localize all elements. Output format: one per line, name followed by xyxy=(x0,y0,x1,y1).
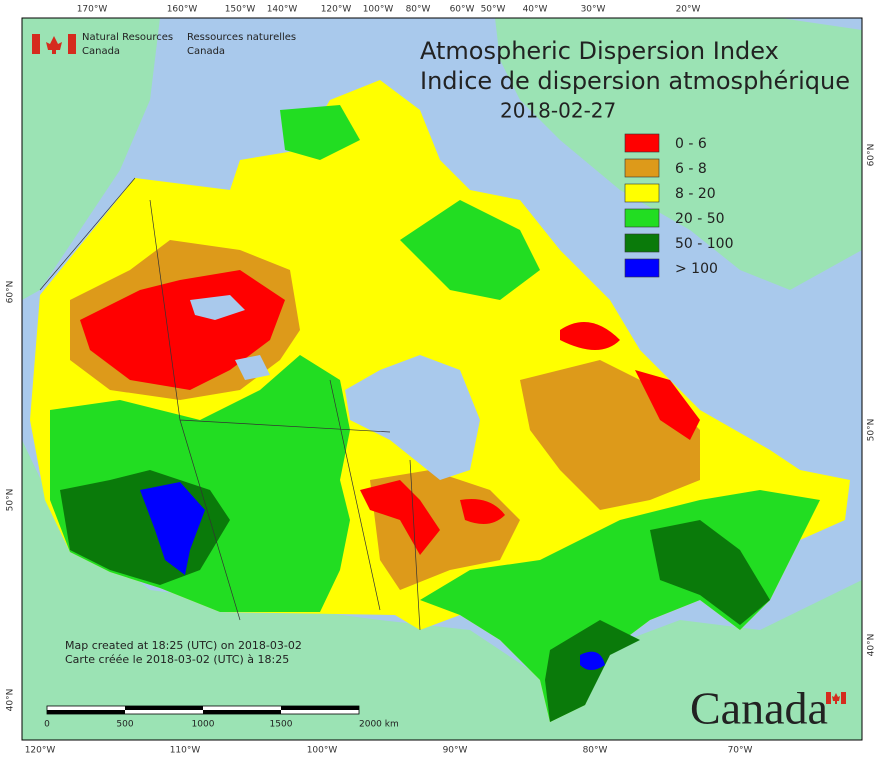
agency-logo xyxy=(32,34,76,54)
longitude-label: 80°W xyxy=(406,5,431,15)
longitude-label: 120°W xyxy=(25,746,56,756)
latitude-label: 50°N xyxy=(6,489,16,512)
map-frame xyxy=(21,17,863,741)
zone-0-6 xyxy=(460,499,505,524)
title: Indice de dispersion atmosphérique xyxy=(420,67,850,95)
zone-50-100 xyxy=(545,620,640,722)
longitude-label: 120°W xyxy=(321,5,352,15)
frame-border xyxy=(21,17,863,741)
longitude-label: 140°W xyxy=(267,5,298,15)
legend-label: 20 - 50 xyxy=(675,211,725,227)
scale-label: 0 xyxy=(44,720,50,730)
scale-segment xyxy=(47,710,125,714)
legend-swatch xyxy=(624,133,660,153)
created-note: Carte créée le 2018-03-02 (UTC) à 18:25 xyxy=(65,653,289,666)
longitude-label: 40°W xyxy=(523,5,548,15)
legend-label: 50 - 100 xyxy=(675,236,734,252)
legend: 0 - 6 6 - 8 8 - 20 20 - 50 50 - 100 > 100 xyxy=(624,133,734,278)
longitude-label: 100°W xyxy=(363,5,394,15)
legend-swatch xyxy=(624,233,660,253)
hudson-bay xyxy=(345,355,480,480)
scale-label: 1000 xyxy=(192,720,215,730)
scale-segment xyxy=(281,706,359,710)
scale-label: 500 xyxy=(116,720,133,730)
zone-over-100 xyxy=(580,651,605,670)
latitude-label: 40°N xyxy=(6,689,16,712)
date: 2018-02-27 xyxy=(500,99,616,123)
latitude-label: 50°N xyxy=(867,419,877,442)
legend-swatch xyxy=(624,158,660,178)
agency-en: Canada xyxy=(82,46,120,57)
boundaries xyxy=(39,177,421,631)
agency-en: Natural Resources xyxy=(82,32,173,43)
longitude-label: 100°W xyxy=(307,746,338,756)
greenland xyxy=(495,18,862,290)
created-note: Map created at 18:25 (UTC) on 2018-03-02 xyxy=(65,639,302,652)
flag-bar xyxy=(32,34,40,54)
zone-0-6 xyxy=(360,480,440,555)
longitude-label: 70°W xyxy=(728,746,753,756)
longitude-label: 30°W xyxy=(581,5,606,15)
legend-label: 0 - 6 xyxy=(675,136,707,152)
latitude-label: 40°N xyxy=(867,634,877,657)
legend-label: 8 - 20 xyxy=(675,186,716,202)
longitude-label: 80°W xyxy=(583,746,608,756)
scale-segment xyxy=(125,706,203,710)
latitude-label: 60°N xyxy=(867,144,877,167)
scale-bar: 0 500 1000 1500 2000 km xyxy=(44,705,399,730)
longitude-label: 20°W xyxy=(676,5,701,15)
maple-leaf xyxy=(46,36,62,54)
zone-20-50 xyxy=(280,105,360,160)
longitude-label: 110°W xyxy=(170,746,201,756)
longitude-label: 160°W xyxy=(167,5,198,15)
wordmark: Canada xyxy=(690,683,828,734)
zone-over-100 xyxy=(140,482,205,575)
zone-0-6 xyxy=(560,322,620,350)
legend-swatch xyxy=(624,208,660,228)
title: Atmospheric Dispersion Index xyxy=(420,37,779,65)
longitude-label: 50°W xyxy=(481,5,506,15)
scale-label: 1500 xyxy=(270,720,293,730)
longitude-label: 90°W xyxy=(443,746,468,756)
legend-swatch xyxy=(624,258,660,278)
latitude-label: 60°N xyxy=(6,281,16,304)
legend-label: 6 - 8 xyxy=(675,161,707,177)
longitude-label: 60°W xyxy=(450,5,475,15)
flag-bar xyxy=(841,692,846,704)
alaska xyxy=(22,18,160,300)
longitude-label: 150°W xyxy=(225,5,256,15)
wordmark-flag xyxy=(826,692,846,704)
legend-label: > 100 xyxy=(675,261,718,277)
longitude-label: 170°W xyxy=(77,5,108,15)
flag-bar xyxy=(826,692,831,704)
maple-leaf xyxy=(832,693,840,704)
scale-segment xyxy=(203,710,281,714)
legend-swatch xyxy=(624,183,660,203)
zone-50-100 xyxy=(650,520,770,625)
agency-fr: Canada xyxy=(187,46,225,57)
lake xyxy=(235,355,270,380)
flag-bar xyxy=(68,34,76,54)
zone-20-50 xyxy=(400,200,540,300)
scale-label: 2000 km xyxy=(359,720,399,730)
zone-0-6 xyxy=(635,370,700,440)
lake xyxy=(190,295,245,320)
united-states xyxy=(22,440,862,740)
agency-fr: Ressources naturelles xyxy=(187,32,296,43)
